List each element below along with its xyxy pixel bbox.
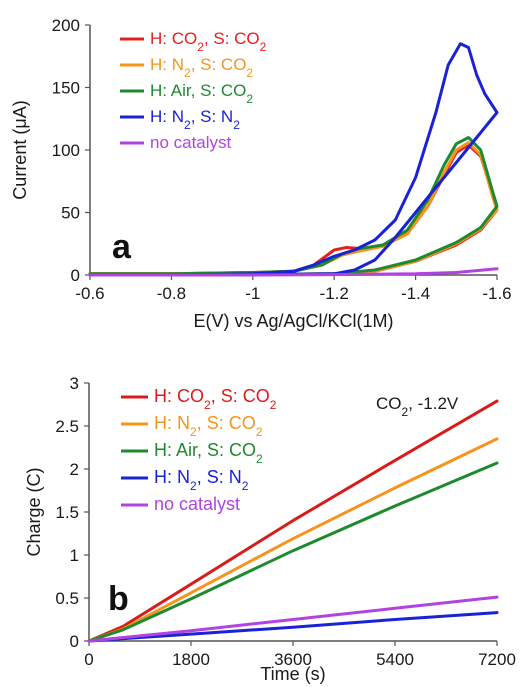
x-tick-label: -1.2 <box>320 284 349 303</box>
y-tick-label: 200 <box>52 16 80 35</box>
legend-label: H: Air, S: CO2 <box>150 81 253 106</box>
y-axis-label: Charge (C) <box>24 467 44 556</box>
legend-label: H: Air, S: CO2 <box>154 440 263 466</box>
x-tick-label: 1800 <box>172 650 210 669</box>
y-tick-label: 1.5 <box>55 503 79 522</box>
series-line-4 <box>87 611 499 643</box>
y-tick-label: 1 <box>70 546 79 565</box>
legend-label: no catalyst <box>154 494 240 514</box>
y-tick-label: 0 <box>70 632 79 651</box>
y-tick-label: 2.5 <box>55 417 79 436</box>
y-tick-label: 100 <box>52 141 80 160</box>
legend-label: H: CO2, S: CO2 <box>150 29 267 54</box>
x-tick-label: -0.6 <box>75 284 104 303</box>
series-line-5 <box>88 267 499 277</box>
x-tick-label: -0.8 <box>157 284 186 303</box>
x-tick-label: 7200 <box>478 650 516 669</box>
series-line-1 <box>87 399 499 643</box>
series-line-1 <box>88 143 499 277</box>
y-axis-label: Current (μA) <box>10 100 30 199</box>
y-tick-label: 50 <box>61 204 80 223</box>
y-tick-label: 0 <box>71 266 80 285</box>
x-tick-label: -1 <box>245 284 260 303</box>
legend-label: H: N2, S: N2 <box>154 467 249 493</box>
x-axis-label: Time (s) <box>260 664 325 684</box>
series-line-5 <box>87 595 499 643</box>
x-tick-label: 3600 <box>274 650 312 669</box>
panel-b-chart: 0 1800 3600 5400 7200 0 0.5 1 1.5 2 2.5 3 Time (s) Ch… <box>24 374 516 684</box>
panel-label: b <box>108 580 129 618</box>
x-axis-label: E(V) vs Ag/AgCl/KCl(1M) <box>193 311 393 331</box>
x-tick-label: -1.6 <box>482 284 511 303</box>
legend-label: H: N2, S: CO2 <box>150 55 253 80</box>
series-line-4 <box>88 42 499 277</box>
x-tick-label: 5400 <box>376 650 414 669</box>
condition-annotation: CO2, -1.2V <box>376 394 459 419</box>
panel-label: a <box>112 228 132 266</box>
panel-a-chart: -0.6 -0.8 -1 -1.2 -1.4 -1.6 0 50 100 150 200 E(V) v… <box>10 16 512 331</box>
series-line-2 <box>88 141 499 277</box>
series-line-3 <box>87 461 499 643</box>
legend-label: H: N2, S: N2 <box>150 107 240 132</box>
legend-label: no catalyst <box>150 133 232 152</box>
y-tick-label: 150 <box>52 79 80 98</box>
y-tick-label: 0.5 <box>55 589 79 608</box>
x-tick-label: 0 <box>84 650 93 669</box>
y-tick-label: 2 <box>70 460 79 479</box>
legend-label: H: CO2, S: CO2 <box>154 386 277 412</box>
y-tick-label: 3 <box>70 374 79 393</box>
legend-label: H: N2, S: CO2 <box>154 413 263 439</box>
series-line-3 <box>88 136 499 277</box>
x-tick-label: -1.4 <box>401 284 430 303</box>
